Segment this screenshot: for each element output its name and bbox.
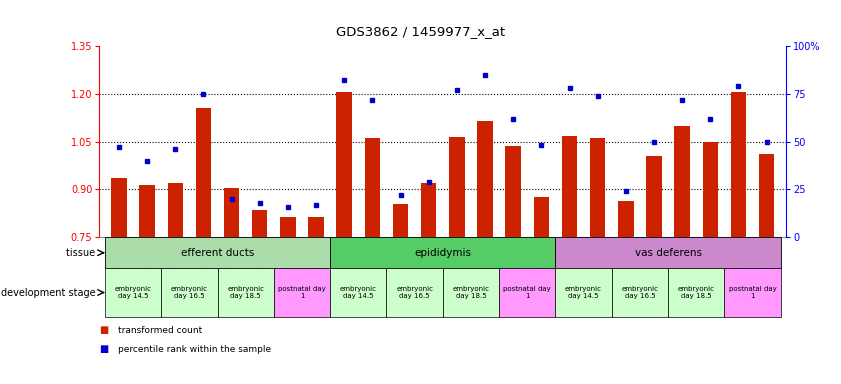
Bar	[499, 268, 555, 317]
Bar	[442, 268, 499, 317]
Bar	[387, 268, 442, 317]
Text: embryonic
day 16.5: embryonic day 16.5	[171, 286, 208, 299]
Bar	[140, 185, 155, 237]
Bar	[555, 237, 780, 268]
Text: tissue: tissue	[66, 248, 98, 258]
Bar	[702, 142, 718, 237]
Text: efferent ducts: efferent ducts	[181, 248, 254, 258]
Bar	[196, 108, 211, 237]
Bar	[731, 92, 746, 237]
Text: embryonic
day 18.5: embryonic day 18.5	[452, 286, 489, 299]
Bar	[274, 268, 331, 317]
Text: epididymis: epididymis	[415, 248, 471, 258]
Text: transformed count: transformed count	[118, 326, 202, 335]
Bar	[393, 204, 408, 237]
Text: embryonic
day 18.5: embryonic day 18.5	[227, 286, 264, 299]
Bar	[218, 268, 274, 317]
Bar	[111, 178, 127, 237]
Text: embryonic
day 16.5: embryonic day 16.5	[396, 286, 433, 299]
Bar	[309, 217, 324, 237]
Bar	[161, 268, 218, 317]
Bar	[167, 183, 183, 237]
Bar	[224, 188, 240, 237]
Bar	[646, 156, 662, 237]
Text: embryonic
day 16.5: embryonic day 16.5	[621, 286, 659, 299]
Text: embryonic
day 14.5: embryonic day 14.5	[340, 286, 377, 299]
Bar	[611, 268, 668, 317]
Bar	[252, 210, 267, 237]
Bar	[331, 237, 555, 268]
Bar	[336, 92, 352, 237]
Bar	[365, 139, 380, 237]
Text: percentile rank within the sample: percentile rank within the sample	[118, 345, 271, 354]
Bar	[505, 146, 521, 237]
Text: ■: ■	[99, 325, 108, 335]
Text: vas deferens: vas deferens	[635, 248, 701, 258]
Bar	[674, 126, 690, 237]
Text: embryonic
day 18.5: embryonic day 18.5	[678, 286, 715, 299]
Bar	[724, 268, 780, 317]
Bar	[105, 268, 161, 317]
Bar	[555, 268, 611, 317]
Bar	[618, 200, 633, 237]
Text: embryonic
day 14.5: embryonic day 14.5	[114, 286, 151, 299]
Text: postnatal day
1: postnatal day 1	[728, 286, 776, 299]
Bar	[533, 197, 549, 237]
Bar	[759, 154, 775, 237]
Bar	[105, 237, 331, 268]
Text: postnatal day
1: postnatal day 1	[278, 286, 325, 299]
Bar	[590, 139, 606, 237]
Bar	[668, 268, 724, 317]
Text: development stage: development stage	[1, 288, 98, 298]
Bar	[280, 217, 296, 237]
Bar	[449, 137, 464, 237]
Bar	[562, 136, 577, 237]
Bar	[478, 121, 493, 237]
Text: ■: ■	[99, 344, 108, 354]
Text: GDS3862 / 1459977_x_at: GDS3862 / 1459977_x_at	[336, 25, 505, 38]
Text: embryonic
day 14.5: embryonic day 14.5	[565, 286, 602, 299]
Bar	[421, 183, 436, 237]
Bar	[331, 268, 387, 317]
Text: postnatal day
1: postnatal day 1	[504, 286, 551, 299]
